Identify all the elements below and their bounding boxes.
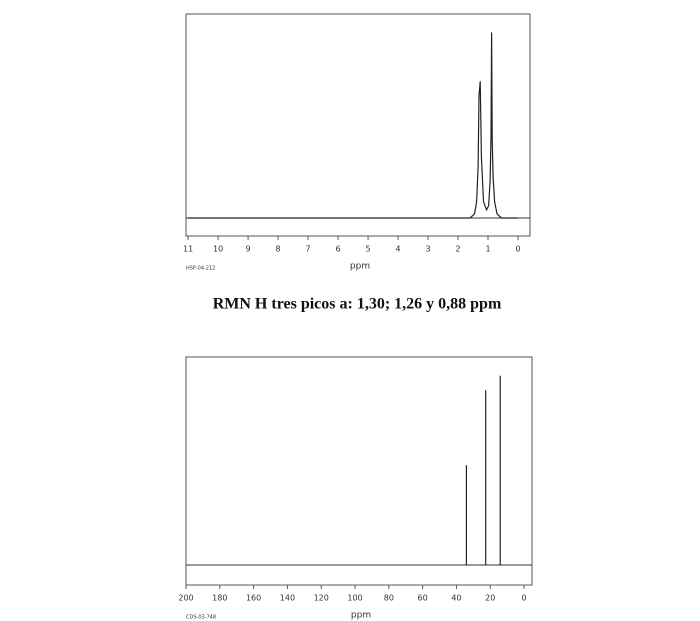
spectrum-code: CDS-03-748 bbox=[186, 615, 216, 621]
x-axis-label: ppm bbox=[351, 611, 371, 621]
spectrum-code: HSP-04-212 bbox=[186, 266, 215, 272]
x-tick-label: 60 bbox=[418, 594, 428, 603]
x-tick-label: 1 bbox=[485, 245, 490, 254]
x-tick-label: 200 bbox=[178, 594, 193, 603]
x-tick-label: 160 bbox=[246, 594, 261, 603]
x-tick-label: 10 bbox=[213, 245, 223, 254]
plot-frame bbox=[185, 356, 533, 586]
x-tick-label: 11 bbox=[183, 245, 193, 254]
x-tick-label: 0 bbox=[522, 594, 527, 603]
x-tick-label: 3 bbox=[425, 245, 430, 254]
x-tick-label: 100 bbox=[347, 594, 362, 603]
x-tick-label: 8 bbox=[276, 245, 281, 254]
x-tick-label: 2 bbox=[455, 245, 460, 254]
x-axis-label: ppm bbox=[350, 262, 370, 272]
x-tick-label: 6 bbox=[336, 245, 341, 254]
x-tick-label: 180 bbox=[212, 594, 227, 603]
x-tick-label: 7 bbox=[306, 245, 311, 254]
x-tick-label: 20 bbox=[485, 594, 495, 603]
x-tick-label: 40 bbox=[451, 594, 461, 603]
x-tick-label: 140 bbox=[280, 594, 295, 603]
plot-frame bbox=[185, 13, 531, 237]
x-tick-label: 9 bbox=[246, 245, 251, 254]
spectrum-line bbox=[188, 32, 519, 219]
caption: RMN H tres picos a: 1,30; 1,26 y 0,88 pp… bbox=[213, 296, 502, 313]
x-tick-label: 120 bbox=[314, 594, 329, 603]
x-tick-label: 4 bbox=[395, 245, 400, 254]
x-tick-label: 5 bbox=[366, 245, 371, 254]
x-tick-label: 0 bbox=[515, 245, 520, 254]
x-tick-label: 80 bbox=[384, 594, 394, 603]
